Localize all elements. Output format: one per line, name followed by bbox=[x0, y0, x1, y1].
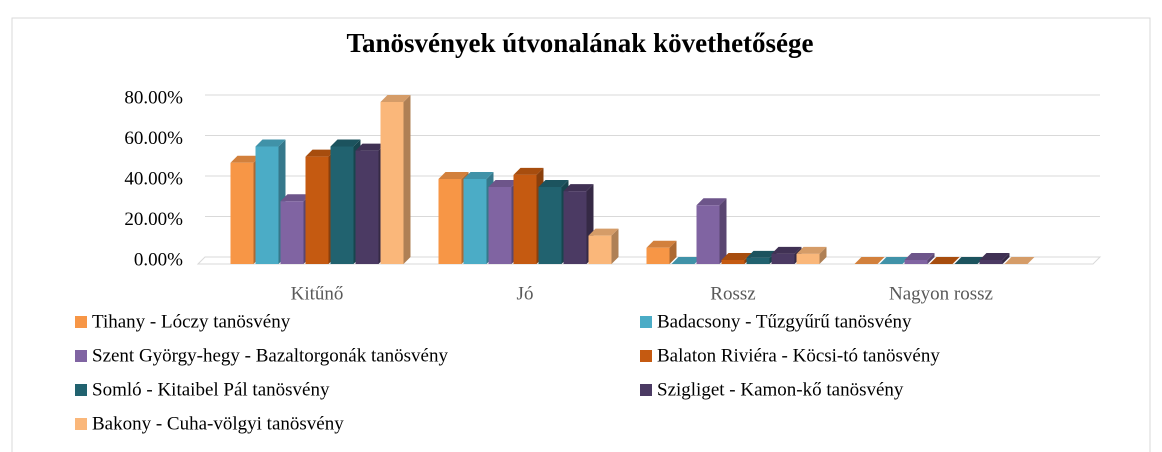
bar-front bbox=[438, 178, 462, 264]
legend-swatch bbox=[640, 316, 652, 328]
legend-swatch bbox=[640, 384, 652, 396]
bar bbox=[904, 252, 935, 264]
bar bbox=[854, 257, 885, 264]
bar-front bbox=[380, 102, 404, 264]
bar-top bbox=[230, 155, 261, 163]
bar-top bbox=[438, 171, 469, 179]
floor bbox=[196, 256, 1102, 265]
bar-top bbox=[954, 257, 985, 264]
x-tick-label: Rossz bbox=[710, 283, 755, 304]
legend-label: Szent György-hegy - Bazaltorgonák tanösv… bbox=[92, 345, 448, 366]
bar-front bbox=[588, 235, 612, 264]
bar-side bbox=[719, 198, 727, 264]
bar-front bbox=[538, 187, 562, 264]
bar-top bbox=[463, 171, 494, 179]
bar-front bbox=[796, 253, 820, 264]
bar-top bbox=[879, 257, 910, 264]
bar-side bbox=[611, 228, 619, 264]
y-tick-label: 60.00% bbox=[124, 128, 183, 149]
bar-side bbox=[1002, 252, 1010, 264]
bar-side bbox=[669, 240, 677, 264]
bar-front bbox=[463, 178, 487, 264]
x-tick-label: Nagyon rossz bbox=[889, 283, 993, 304]
bar-front bbox=[904, 259, 928, 264]
bar-top bbox=[1004, 257, 1035, 264]
bar-top bbox=[513, 167, 544, 175]
bar-top bbox=[696, 198, 727, 206]
bar-top bbox=[588, 228, 619, 236]
bar bbox=[671, 257, 702, 264]
bar-top bbox=[929, 257, 960, 264]
bar-front bbox=[330, 146, 354, 264]
bar-front bbox=[488, 187, 512, 264]
bar bbox=[796, 246, 827, 264]
bar-front bbox=[646, 247, 670, 264]
bar-front bbox=[979, 259, 1003, 264]
bar-top bbox=[538, 180, 569, 188]
y-tick-label: 40.00% bbox=[124, 168, 183, 189]
legend-swatch bbox=[640, 350, 652, 362]
bar-side bbox=[403, 95, 411, 264]
bar-top bbox=[671, 257, 702, 264]
bar-top bbox=[355, 143, 386, 151]
bar-front bbox=[563, 191, 587, 264]
bar bbox=[588, 228, 619, 264]
bar-top bbox=[380, 95, 411, 102]
y-tick-label: 20.00% bbox=[124, 209, 183, 230]
legend-label: Szigliget - Kamon-kő tanösvény bbox=[657, 379, 904, 400]
bar bbox=[879, 257, 910, 264]
legend-swatch bbox=[75, 316, 87, 328]
bar-side bbox=[927, 252, 935, 264]
bar bbox=[929, 257, 960, 264]
bar bbox=[646, 240, 677, 264]
bar-top bbox=[796, 246, 827, 254]
legend-label: Somló - Kitaibel Pál tanösvény bbox=[92, 379, 330, 400]
bar-front bbox=[255, 146, 279, 264]
bar-top bbox=[255, 139, 286, 147]
bar-front bbox=[355, 150, 379, 264]
bar-front bbox=[280, 201, 304, 264]
bar bbox=[979, 252, 1010, 264]
bar-front bbox=[696, 205, 720, 264]
legend-label: Tihany - Lóczy tanösvény bbox=[92, 311, 291, 332]
y-tick-label: 80.00% bbox=[124, 87, 183, 108]
bar-top bbox=[746, 250, 777, 258]
legend-label: Badacsony - Tűzgyűrű tanösvény bbox=[657, 311, 912, 332]
bar bbox=[1004, 257, 1035, 264]
bar-top bbox=[305, 149, 336, 157]
bar-top bbox=[280, 194, 311, 202]
x-tick-label: Jó bbox=[517, 283, 534, 304]
bar bbox=[380, 95, 411, 264]
bar-top bbox=[488, 180, 519, 188]
bar-front bbox=[305, 156, 329, 264]
x-tick-label: Kitűnő bbox=[291, 283, 344, 304]
bar-top bbox=[646, 240, 677, 248]
legend-swatch bbox=[75, 350, 87, 362]
bar-top bbox=[771, 246, 802, 254]
bar-front bbox=[721, 259, 745, 264]
y-tick-label: 0.00% bbox=[134, 249, 183, 270]
legend-swatch bbox=[75, 384, 87, 396]
bar-top bbox=[854, 257, 885, 264]
bar-top bbox=[563, 184, 594, 192]
bar bbox=[696, 198, 727, 264]
bar-front bbox=[746, 257, 770, 264]
bar-top bbox=[721, 252, 752, 260]
bar-front bbox=[513, 174, 537, 264]
chart-title: Tanösvények útvonalának követhetősége bbox=[346, 28, 813, 58]
bar-front bbox=[771, 253, 795, 264]
bar bbox=[954, 257, 985, 264]
bar-top bbox=[330, 139, 361, 147]
bar-side bbox=[819, 246, 827, 264]
bar-top bbox=[904, 252, 935, 260]
bar-top bbox=[979, 252, 1010, 260]
legend-label: Balaton Riviéra - Köcsi-tó tanösvény bbox=[657, 345, 940, 366]
legend-label: Bakony - Cuha-völgyi tanösvény bbox=[92, 413, 344, 434]
legend-swatch bbox=[75, 418, 87, 430]
bar-front bbox=[230, 162, 254, 264]
